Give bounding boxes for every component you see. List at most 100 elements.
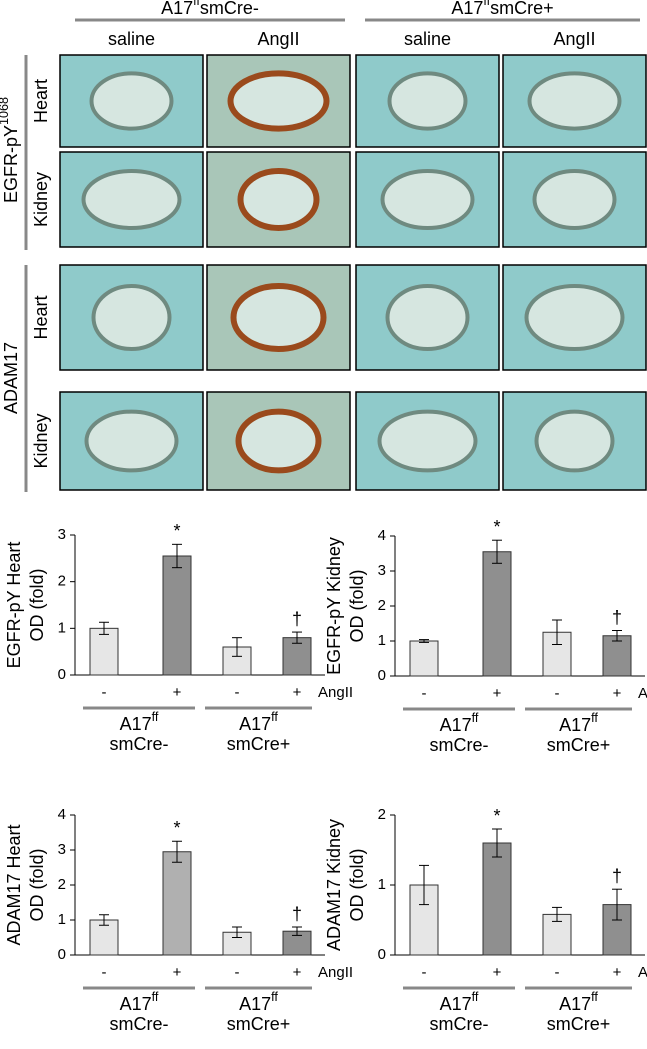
x-tick-label: - [555,685,560,702]
y-axis-label: OD (fold) [27,848,47,921]
label: A17ffsmCre- [161,0,259,18]
x-tick-label: + [613,964,622,981]
vessel [227,70,330,132]
x-tick-label: - [235,684,240,701]
label: A17ff [559,990,598,1013]
vessel [230,283,327,352]
y-tick-label: 2 [58,573,66,590]
group-label: smCre+ [547,1014,611,1034]
bar [409,640,439,677]
label-part: ADAM17 [1,342,21,414]
group-label: smCre+ [227,734,291,754]
bar [602,635,632,677]
vessel [532,169,617,230]
y-tick-label: 1 [378,876,386,893]
significance-mark: † [292,609,302,629]
vessel [380,169,475,230]
superscript: ff [152,990,159,1004]
significance-mark: * [173,521,180,541]
superscript: 1068 [0,97,11,125]
bar [282,637,312,676]
y-tick-label: 2 [58,876,66,893]
superscript: ff [472,990,479,1004]
treatment-label: AngII [638,685,647,702]
vessel [84,409,179,473]
x-tick-label: + [293,964,302,981]
y-axis-label: ADAM17 Kidney [324,819,344,951]
group-label: smCre+ [547,735,611,755]
y-axis-label: OD (fold) [347,569,367,642]
label: EGFR-pY1068 [0,97,21,203]
y-tick-label: 3 [58,841,66,858]
x-tick-label: + [493,964,502,981]
micrograph [206,151,351,248]
vessel [237,168,320,231]
significance-mark: † [292,904,302,924]
group-label: smCre- [110,1014,169,1034]
bar [162,851,192,956]
y-axis-label: ADAM17 Heart [4,824,24,945]
label-part: A17 [451,0,483,18]
label: A17ff [559,711,598,734]
significance-mark: * [173,818,180,838]
label-part: A17 [120,714,152,734]
x-tick-label: - [235,964,240,981]
y-axis-label: EGFR-pY Kidney [324,537,344,675]
y-axis-label: OD (fold) [27,568,47,641]
y-tick-label: 0 [58,946,66,963]
y-tick-label: 0 [58,666,66,683]
column-label: AngII [257,29,299,49]
label-part: A17 [161,0,193,18]
superscript: ff [591,711,598,725]
x-tick-label: - [422,964,427,981]
y-tick-label: 1 [58,911,66,928]
vessel [524,284,625,351]
significance-mark: † [612,866,622,886]
x-tick-label: + [613,685,622,702]
tissue-label: Heart [31,295,51,339]
group-label: smCre- [110,734,169,754]
vessel [235,408,322,474]
label: A17ff [440,711,479,734]
group-label: smCre- [430,1014,489,1034]
treatment-label: AngII [638,964,647,981]
x-tick-label: + [173,964,182,981]
y-tick-label: 2 [378,806,386,823]
x-tick-label: - [555,964,560,981]
label-part: A17 [120,994,152,1014]
y-tick-label: 3 [378,562,386,579]
x-tick-label: - [102,964,107,981]
label: ADAM17 [1,342,21,414]
x-tick-label: + [293,684,302,701]
label: A17ff [239,990,278,1013]
superscript: ff [193,0,200,8]
superscript: ff [591,990,598,1004]
superscript: ff [483,0,490,8]
label-part: A17 [239,714,271,734]
bar [89,919,119,956]
y-axis-label: OD (fold) [347,848,367,921]
label-part: A17 [559,715,591,735]
significance-mark: † [612,607,622,627]
label: A17ff [120,990,159,1013]
vessel [385,284,470,351]
x-tick-label: - [422,685,427,702]
bar [162,555,192,676]
group-label: smCre+ [227,1014,291,1034]
superscript: ff [152,710,159,724]
column-label: saline [404,29,451,49]
superscript: ff [271,710,278,724]
label-part: A17 [440,715,472,735]
y-axis-label: EGFR-pY Heart [4,542,24,669]
y-tick-label: 0 [378,667,386,684]
vessel [534,409,615,473]
vessel [89,71,174,131]
label: A17ff [239,710,278,733]
vessel [91,284,172,351]
label-part: A17 [239,994,271,1014]
column-label: AngII [553,29,595,49]
vessel [527,71,622,131]
bar [89,627,119,676]
label-part: A17 [440,994,472,1014]
